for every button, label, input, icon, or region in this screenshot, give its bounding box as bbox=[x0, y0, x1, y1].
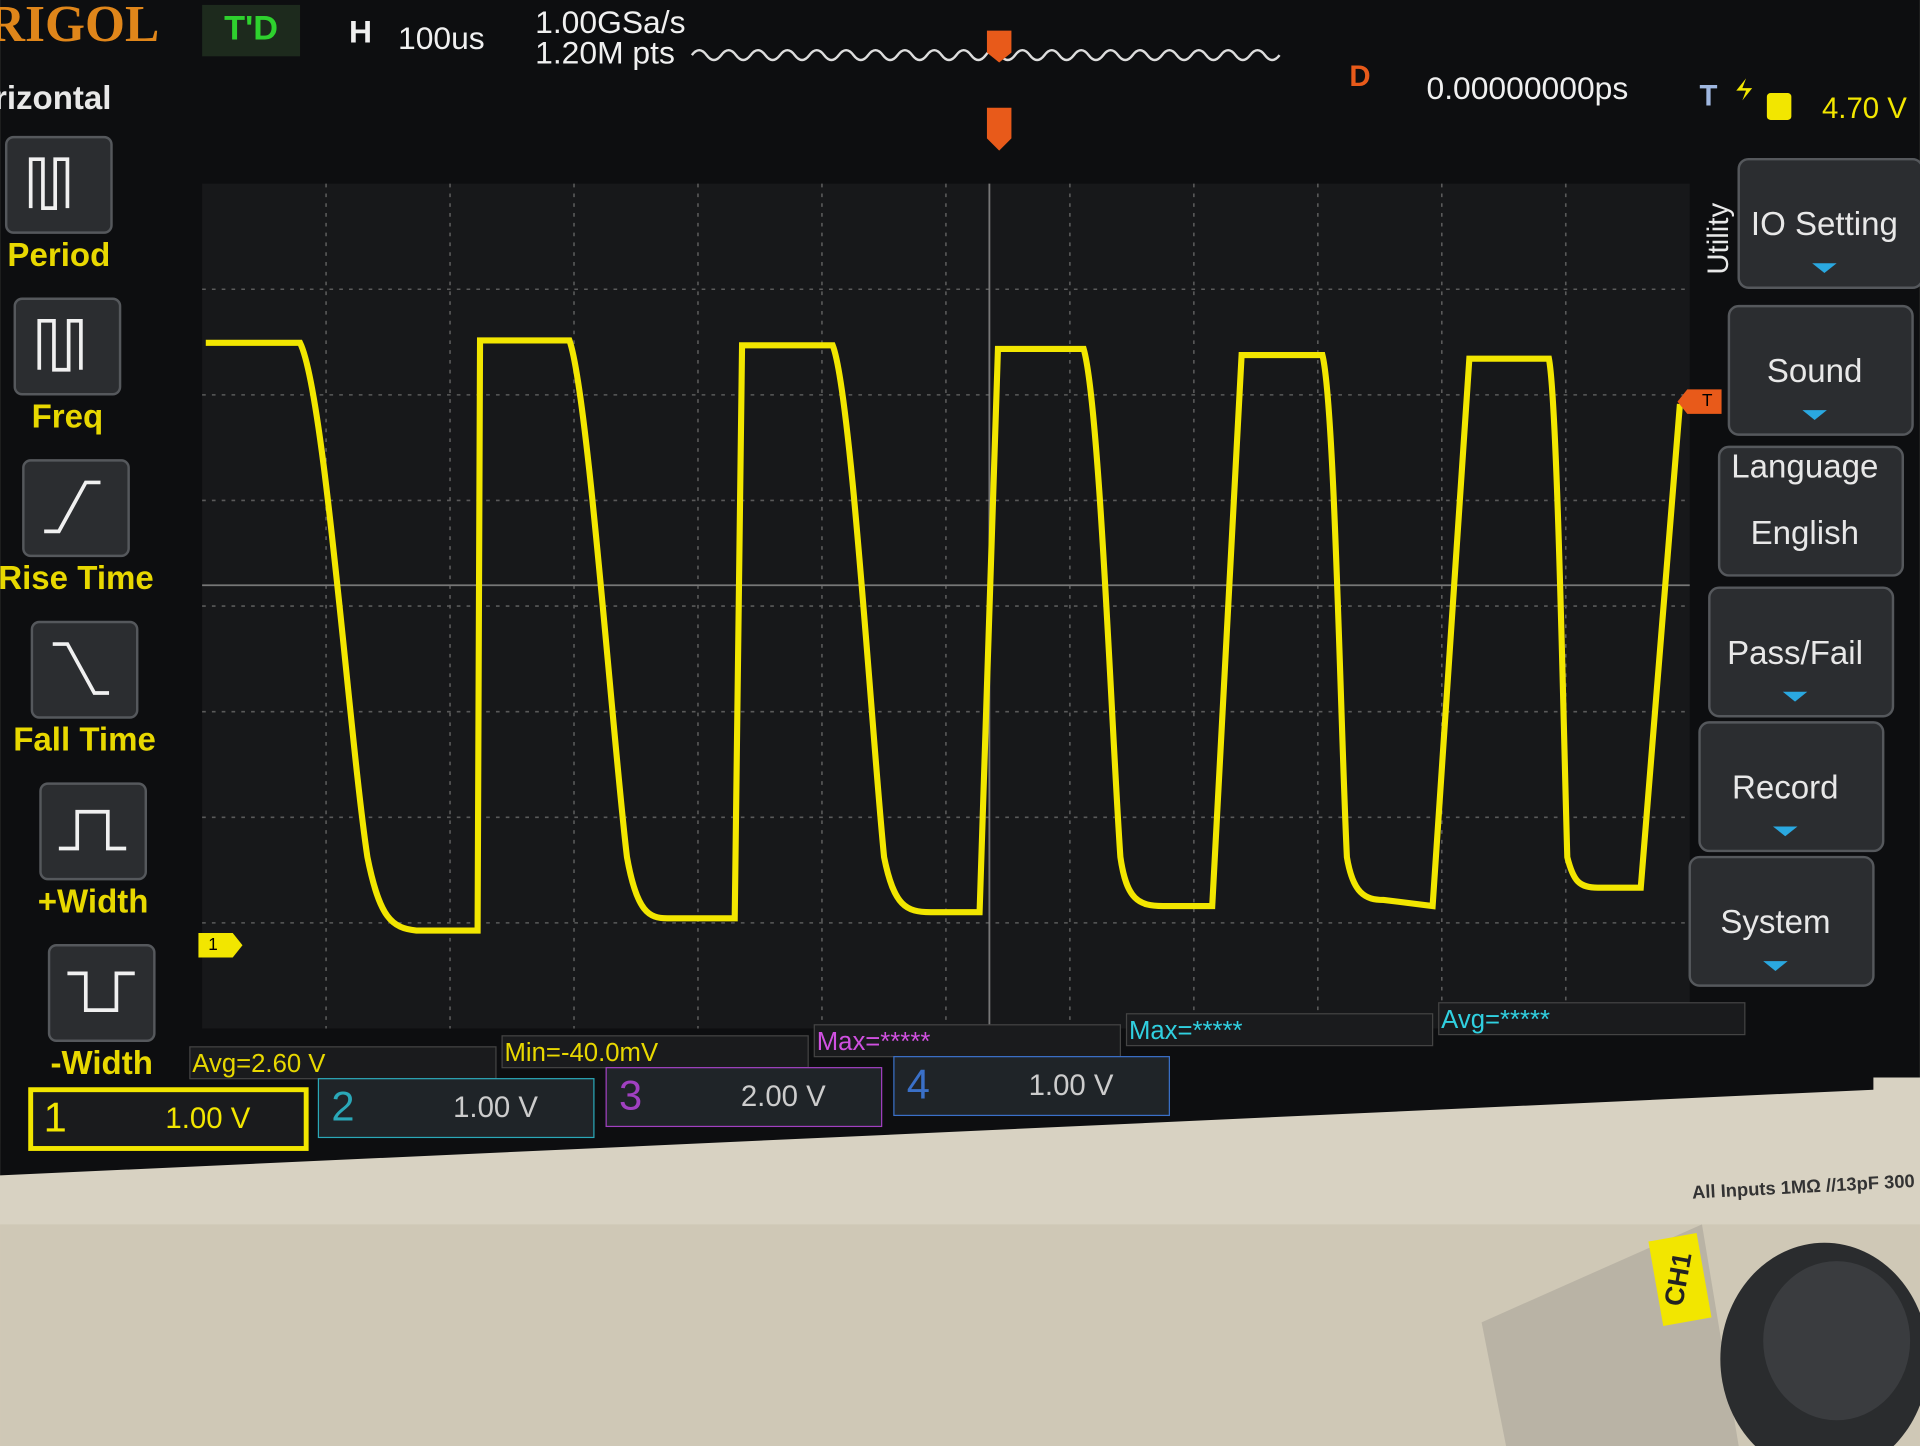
channel-number: 4 bbox=[907, 1060, 930, 1107]
channel-tab[interactable] bbox=[605, 1067, 883, 1128]
ch1-knob-cap bbox=[1763, 1261, 1911, 1421]
measurement: Max=***** bbox=[817, 1028, 931, 1056]
menu-label: Freq bbox=[32, 398, 104, 435]
sample-rate: 1.00GSa/s bbox=[535, 4, 685, 40]
menu-label: +Width bbox=[38, 883, 149, 920]
trigger-level: 4.70 V bbox=[1822, 92, 1907, 125]
menu-label: Record bbox=[1732, 769, 1839, 806]
menu-button[interactable] bbox=[4, 135, 113, 234]
menu-button[interactable] bbox=[1727, 304, 1914, 436]
trigger-edge-icon bbox=[1736, 78, 1753, 101]
timebase: 100us bbox=[398, 20, 485, 56]
trigger-level-marker bbox=[1677, 389, 1722, 414]
menu-icon bbox=[28, 157, 70, 210]
waveform-ch1 bbox=[205, 337, 1683, 934]
channel-number: 3 bbox=[619, 1071, 642, 1118]
menu-button[interactable] bbox=[22, 459, 130, 558]
delay-label: D bbox=[1349, 60, 1370, 93]
menu-icon bbox=[37, 318, 83, 372]
menu-label: Sound bbox=[1767, 353, 1863, 390]
measurement-box bbox=[1438, 1002, 1746, 1036]
right-menu-title: Utility bbox=[1702, 203, 1735, 275]
menu-label: Period bbox=[7, 237, 110, 274]
memory-overview bbox=[690, 48, 1281, 62]
menu-button[interactable] bbox=[47, 944, 156, 1042]
menu-icon bbox=[67, 971, 135, 1012]
memory-depth: 1.20M pts bbox=[535, 35, 675, 71]
channel-scale: 1.00 V bbox=[453, 1091, 538, 1124]
status-box bbox=[202, 4, 301, 57]
measurement: Max=***** bbox=[1129, 1017, 1243, 1045]
measurement: Avg=***** bbox=[1441, 1006, 1550, 1034]
timebase-label: H bbox=[349, 14, 372, 50]
menu-arrow bbox=[1772, 826, 1798, 837]
menu-label: System bbox=[1720, 904, 1830, 941]
measurement: Min=-40.0mV bbox=[505, 1039, 659, 1067]
menu-button[interactable] bbox=[1737, 157, 1920, 289]
menu-value: English bbox=[1751, 515, 1859, 552]
menu-label: Language bbox=[1731, 449, 1878, 486]
trigger-position-markers bbox=[986, 30, 1012, 151]
menu-button[interactable] bbox=[1717, 445, 1905, 577]
menu-button[interactable] bbox=[1698, 721, 1885, 853]
measurement-box bbox=[813, 1024, 1122, 1058]
channel-tab[interactable] bbox=[893, 1056, 1170, 1117]
menu-button[interactable] bbox=[1708, 586, 1895, 718]
trigger-level-marker-label: T bbox=[1702, 390, 1713, 410]
menu-arrow bbox=[1812, 263, 1837, 274]
menu-icon bbox=[52, 642, 110, 695]
measurement-box bbox=[189, 1046, 497, 1080]
menu-label: Rise Time bbox=[0, 560, 154, 597]
ch1-label-plate bbox=[1648, 1233, 1712, 1326]
status: T'D bbox=[224, 10, 278, 48]
left-menu-title: rizontal bbox=[0, 80, 111, 117]
channel-scale: 2.00 V bbox=[741, 1080, 826, 1113]
graticule bbox=[202, 183, 1690, 1029]
measurement-box bbox=[501, 1035, 809, 1069]
menu-icon bbox=[44, 480, 101, 534]
menu-arrow bbox=[1782, 691, 1808, 702]
brand: RIGOL bbox=[0, 0, 159, 53]
channel-scale: 1.00 V bbox=[165, 1102, 250, 1135]
channel-tab[interactable] bbox=[317, 1078, 595, 1139]
trigger-source-icon bbox=[1766, 93, 1792, 120]
trigger-label: T bbox=[1700, 80, 1718, 113]
channel-scale: 1.00 V bbox=[1029, 1069, 1114, 1102]
channel-number: 2 bbox=[331, 1082, 354, 1129]
menu-button[interactable] bbox=[1688, 855, 1875, 987]
channel-tab[interactable] bbox=[28, 1087, 309, 1151]
menu-button[interactable] bbox=[30, 620, 139, 719]
menu-button[interactable] bbox=[39, 782, 148, 881]
channel-1-marker bbox=[198, 932, 243, 958]
menu-label: -Width bbox=[50, 1045, 152, 1082]
channel-1-marker-label: 1 bbox=[208, 934, 218, 954]
menu-arrow bbox=[1802, 410, 1827, 420]
channel-number: 1 bbox=[44, 1093, 67, 1140]
delay: 0.00000000ps bbox=[1426, 70, 1628, 106]
menu-label: Fall Time bbox=[13, 722, 156, 759]
menu-label: Pass/Fail bbox=[1727, 635, 1863, 672]
measurement: Avg=2.60 V bbox=[192, 1050, 326, 1078]
measurement-box bbox=[1125, 1013, 1434, 1047]
menu-label: IO Setting bbox=[1751, 206, 1898, 243]
menu-arrow bbox=[1763, 961, 1788, 971]
menu-icon bbox=[58, 809, 127, 851]
